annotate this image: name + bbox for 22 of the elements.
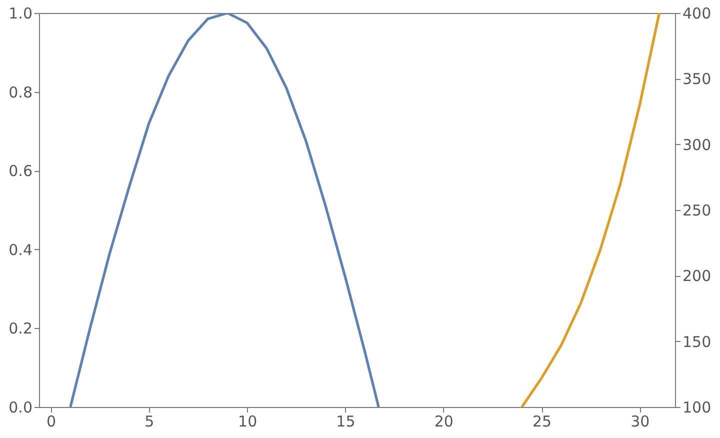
x-tick-label: 20: [434, 412, 454, 430]
line-series: [520, 13, 661, 407]
y2-tick-label: 200: [682, 267, 712, 286]
y-tick-label: 0.4: [8, 240, 32, 259]
y2-tick-label: 100: [682, 398, 712, 416]
y2-tick-label: 150: [682, 332, 712, 351]
x-tick-label: 0: [46, 412, 56, 430]
x-tick-label: 10: [238, 412, 258, 430]
y2-tick-label: 300: [682, 136, 712, 154]
x-tick-label: 5: [144, 412, 154, 430]
y2-tick-label: 350: [682, 70, 712, 88]
y2-tick-label: 400: [682, 4, 712, 22]
y-tick-label: 0.2: [8, 320, 32, 338]
x-tick-label: 15: [336, 412, 356, 430]
y-tick-label: 0.6: [8, 162, 32, 180]
line-series: [69, 13, 380, 407]
x-tick-label: 30: [630, 412, 650, 430]
y-tick-label: 0.8: [8, 83, 32, 102]
y-tick-label: 0.0: [8, 398, 32, 416]
x-tick-label: 25: [532, 412, 552, 430]
y-tick-label: 1.0: [8, 4, 32, 22]
y2-tick-label: 250: [682, 202, 712, 220]
